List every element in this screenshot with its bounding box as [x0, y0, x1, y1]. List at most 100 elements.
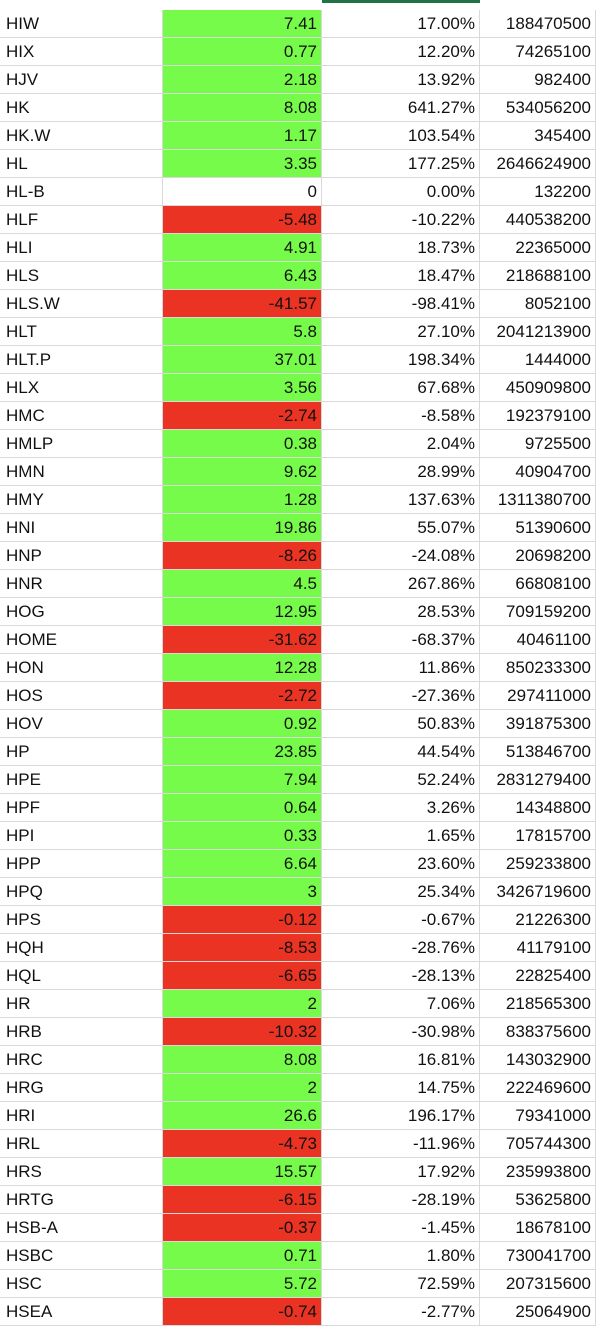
- ticker-cell[interactable]: HON: [0, 654, 163, 682]
- percent-change-cell[interactable]: -0.67%: [322, 906, 480, 934]
- ticker-cell[interactable]: HMLP: [0, 430, 163, 458]
- volume-cell[interactable]: 14348800: [480, 794, 596, 822]
- percent-change-cell[interactable]: 27.10%: [322, 318, 480, 346]
- ticker-cell[interactable]: HSBC: [0, 1242, 163, 1270]
- change-cell[interactable]: 3: [163, 878, 322, 906]
- ticker-cell[interactable]: HLF: [0, 206, 163, 234]
- percent-change-cell[interactable]: 28.53%: [322, 598, 480, 626]
- table-row[interactable]: HPS -0.12 -0.67% 21226300: [0, 906, 596, 934]
- table-row[interactable]: HMY 1.28 137.63% 1311380700: [0, 486, 596, 514]
- ticker-cell[interactable]: HK: [0, 94, 163, 122]
- volume-cell[interactable]: 188470500: [480, 10, 596, 38]
- percent-change-cell[interactable]: 2.04%: [322, 430, 480, 458]
- volume-cell[interactable]: 79341000: [480, 1102, 596, 1130]
- percent-change-cell[interactable]: 1.80%: [322, 1242, 480, 1270]
- change-cell[interactable]: 0.38: [163, 430, 322, 458]
- volume-cell[interactable]: 730041700: [480, 1242, 596, 1270]
- volume-cell[interactable]: 297411000: [480, 682, 596, 710]
- table-row[interactable]: HRC 8.08 16.81% 143032900: [0, 1046, 596, 1074]
- volume-cell[interactable]: 20698200: [480, 542, 596, 570]
- ticker-cell[interactable]: HNI: [0, 514, 163, 542]
- volume-cell[interactable]: 259233800: [480, 850, 596, 878]
- ticker-cell[interactable]: HP: [0, 738, 163, 766]
- volume-cell[interactable]: 40904700: [480, 458, 596, 486]
- change-cell[interactable]: -6.65: [163, 962, 322, 990]
- percent-change-cell[interactable]: -2.77%: [322, 1298, 480, 1326]
- table-row[interactable]: HIW 7.41 17.00% 188470500: [0, 10, 596, 38]
- percent-change-cell[interactable]: 196.17%: [322, 1102, 480, 1130]
- percent-change-cell[interactable]: -28.19%: [322, 1186, 480, 1214]
- ticker-cell[interactable]: HPQ: [0, 878, 163, 906]
- change-cell[interactable]: 12.95: [163, 598, 322, 626]
- change-cell[interactable]: -0.12: [163, 906, 322, 934]
- ticker-cell[interactable]: HQH: [0, 934, 163, 962]
- percent-change-cell[interactable]: -27.36%: [322, 682, 480, 710]
- volume-cell[interactable]: 40461100: [480, 626, 596, 654]
- percent-change-cell[interactable]: 103.54%: [322, 122, 480, 150]
- volume-cell[interactable]: 1311380700: [480, 486, 596, 514]
- change-cell[interactable]: 3.56: [163, 374, 322, 402]
- table-row[interactable]: HRG 2 14.75% 222469600: [0, 1074, 596, 1102]
- percent-change-cell[interactable]: 23.60%: [322, 850, 480, 878]
- volume-cell[interactable]: 53625800: [480, 1186, 596, 1214]
- percent-change-cell[interactable]: 14.75%: [322, 1074, 480, 1102]
- percent-change-cell[interactable]: -8.58%: [322, 402, 480, 430]
- change-cell[interactable]: 4.91: [163, 234, 322, 262]
- percent-change-cell[interactable]: 18.73%: [322, 234, 480, 262]
- ticker-cell[interactable]: HPE: [0, 766, 163, 794]
- ticker-cell[interactable]: HL-B: [0, 178, 163, 206]
- change-cell[interactable]: 6.64: [163, 850, 322, 878]
- ticker-cell[interactable]: HMN: [0, 458, 163, 486]
- percent-change-cell[interactable]: 50.83%: [322, 710, 480, 738]
- volume-cell[interactable]: 22365000: [480, 234, 596, 262]
- change-cell[interactable]: 37.01: [163, 346, 322, 374]
- ticker-cell[interactable]: HPP: [0, 850, 163, 878]
- ticker-cell[interactable]: HRG: [0, 1074, 163, 1102]
- percent-change-cell[interactable]: 177.25%: [322, 150, 480, 178]
- table-row[interactable]: HK 8.08 641.27% 534056200: [0, 94, 596, 122]
- table-row[interactable]: HQH -8.53 -28.76% 41179100: [0, 934, 596, 962]
- percent-change-cell[interactable]: 137.63%: [322, 486, 480, 514]
- table-row[interactable]: HMLP 0.38 2.04% 9725500: [0, 430, 596, 458]
- percent-change-cell[interactable]: 0.00%: [322, 178, 480, 206]
- table-row[interactable]: HQL -6.65 -28.13% 22825400: [0, 962, 596, 990]
- ticker-cell[interactable]: HOME: [0, 626, 163, 654]
- change-cell[interactable]: 0.33: [163, 822, 322, 850]
- change-cell[interactable]: -41.57: [163, 290, 322, 318]
- volume-cell[interactable]: 74265100: [480, 38, 596, 66]
- change-cell[interactable]: -4.73: [163, 1130, 322, 1158]
- volume-cell[interactable]: 222469600: [480, 1074, 596, 1102]
- volume-cell[interactable]: 850233300: [480, 654, 596, 682]
- percent-change-cell[interactable]: 17.00%: [322, 10, 480, 38]
- percent-change-cell[interactable]: 16.81%: [322, 1046, 480, 1074]
- table-row[interactable]: HSB-A -0.37 -1.45% 18678100: [0, 1214, 596, 1242]
- percent-change-cell[interactable]: 13.92%: [322, 66, 480, 94]
- ticker-cell[interactable]: HRC: [0, 1046, 163, 1074]
- change-cell[interactable]: -0.37: [163, 1214, 322, 1242]
- change-cell[interactable]: 7.94: [163, 766, 322, 794]
- table-row[interactable]: HOS -2.72 -27.36% 297411000: [0, 682, 596, 710]
- table-row[interactable]: HNP -8.26 -24.08% 20698200: [0, 542, 596, 570]
- volume-cell[interactable]: 709159200: [480, 598, 596, 626]
- table-row[interactable]: HLF -5.48 -10.22% 440538200: [0, 206, 596, 234]
- change-cell[interactable]: 1.28: [163, 486, 322, 514]
- ticker-cell[interactable]: HQL: [0, 962, 163, 990]
- volume-cell[interactable]: 218688100: [480, 262, 596, 290]
- percent-change-cell[interactable]: 641.27%: [322, 94, 480, 122]
- ticker-cell[interactable]: HPF: [0, 794, 163, 822]
- volume-cell[interactable]: 1444000: [480, 346, 596, 374]
- percent-change-cell[interactable]: 7.06%: [322, 990, 480, 1018]
- table-row[interactable]: HNI 19.86 55.07% 51390600: [0, 514, 596, 542]
- change-cell[interactable]: 0: [163, 178, 322, 206]
- table-row[interactable]: HPF 0.64 3.26% 14348800: [0, 794, 596, 822]
- volume-cell[interactable]: 207315600: [480, 1270, 596, 1298]
- percent-change-cell[interactable]: -68.37%: [322, 626, 480, 654]
- volume-cell[interactable]: 440538200: [480, 206, 596, 234]
- ticker-cell[interactable]: HMY: [0, 486, 163, 514]
- table-row[interactable]: HSBC 0.71 1.80% 730041700: [0, 1242, 596, 1270]
- percent-change-cell[interactable]: 44.54%: [322, 738, 480, 766]
- volume-cell[interactable]: 513846700: [480, 738, 596, 766]
- change-cell[interactable]: 23.85: [163, 738, 322, 766]
- percent-change-cell[interactable]: 25.34%: [322, 878, 480, 906]
- change-cell[interactable]: 5.8: [163, 318, 322, 346]
